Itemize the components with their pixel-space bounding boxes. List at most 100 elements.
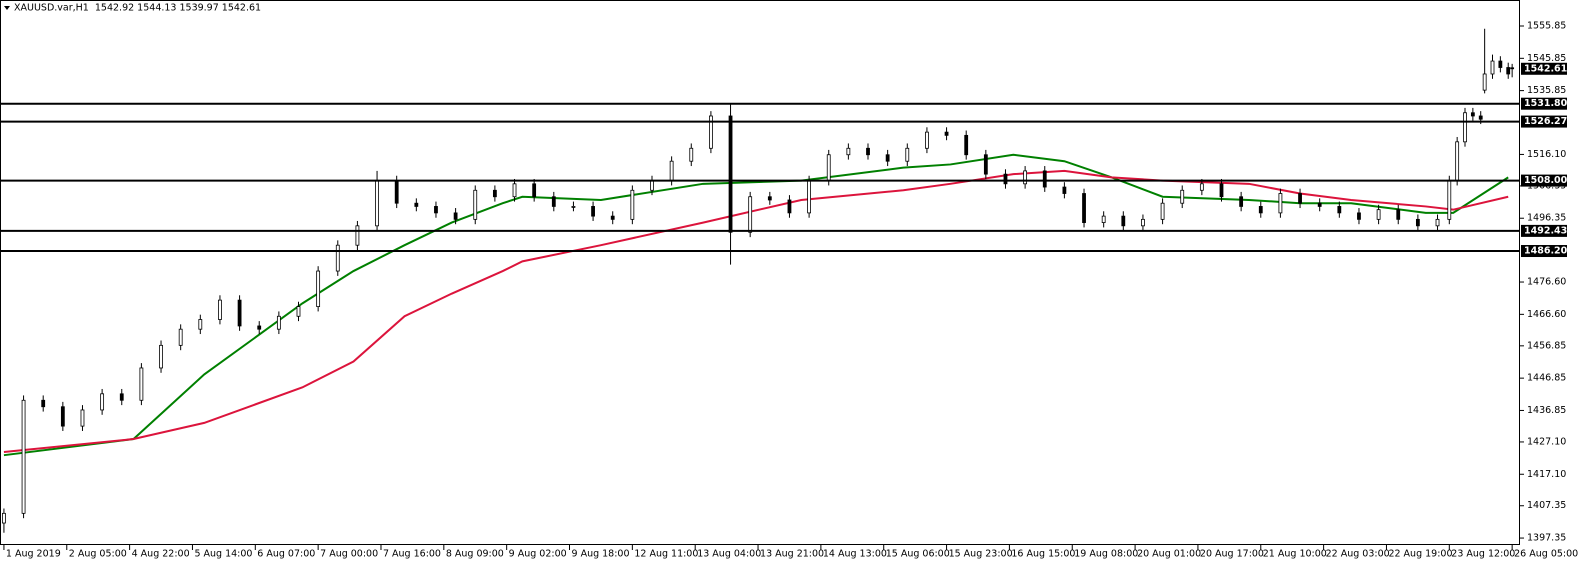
candle-body [1506, 67, 1511, 75]
x-tick-label: 8 Aug 09:00 [446, 549, 504, 560]
candle-body [1082, 193, 1086, 223]
x-tick-label: 14 Aug 13:00 [823, 549, 887, 560]
x-tick-label: 1 Aug 2019 [6, 549, 61, 560]
candle-body [335, 244, 340, 272]
candle-body [650, 180, 654, 191]
candle-body [218, 299, 222, 320]
x-tick-label: 13 Aug 04:00 [697, 549, 761, 560]
candle-body [1101, 215, 1106, 223]
candle-body [21, 399, 26, 514]
candle-body [1180, 189, 1185, 204]
candle-body [1023, 170, 1028, 185]
candle-body [591, 206, 595, 217]
x-tick-label: 12 Aug 11:00 [634, 549, 698, 560]
candle-body [807, 180, 811, 214]
candle-body [532, 183, 537, 198]
candle-body [709, 115, 713, 149]
level-label-box [1521, 97, 1567, 110]
candle-body [414, 202, 419, 207]
y-tick-label: 1496.35 [1527, 213, 1566, 224]
x-tick-label: 15 Aug 06:00 [886, 549, 950, 560]
x-tick-label: 7 Aug 16:00 [383, 549, 441, 560]
candle-body [1121, 215, 1126, 227]
candle-body [610, 215, 615, 220]
x-tick-label: 9 Aug 02:00 [509, 549, 567, 560]
candle-body [1278, 193, 1283, 214]
x-tick-label: 26 Aug 05:00 [1514, 549, 1578, 560]
candle-body [826, 154, 831, 181]
candle-body [119, 393, 124, 401]
x-tick-label: 19 Aug 08:00 [1074, 549, 1138, 560]
y-tick-label: 1436.85 [1527, 405, 1566, 416]
x-tick-label: 6 Aug 07:00 [257, 549, 315, 560]
candle-body [1510, 67, 1515, 70]
moving-average [3, 169, 1509, 453]
candle-body [1498, 60, 1503, 68]
candle-body [1160, 202, 1165, 220]
candle-body [1258, 206, 1263, 214]
y-tick-label: 1555.85 [1527, 21, 1566, 32]
x-tick-label: 5 Aug 14:00 [194, 549, 252, 560]
y-tick-label: 1535.85 [1527, 85, 1566, 96]
candle-body [630, 189, 635, 220]
x-tick-label: 21 Aug 10:00 [1263, 549, 1327, 560]
candle-body [159, 344, 163, 369]
candle-body [394, 180, 399, 204]
y-tick-label: 1407.35 [1527, 500, 1566, 511]
x-tick-label: 7 Aug 00:00 [320, 549, 378, 560]
candle-body [1447, 180, 1452, 220]
candle-body [689, 147, 694, 162]
candle-body [1478, 115, 1483, 120]
x-tick-label: 2 Aug 05:00 [69, 549, 127, 560]
y-tick-label: 1427.10 [1527, 436, 1566, 447]
candle-body [434, 206, 438, 214]
x-tick-label: 4 Aug 22:00 [132, 549, 190, 560]
candle-body [1317, 202, 1322, 207]
level-label-box [1521, 245, 1567, 258]
candle-body [473, 189, 478, 220]
level-label-box [1521, 115, 1567, 128]
x-tick-label: 15 Aug 23:00 [949, 549, 1013, 560]
candle-body [316, 270, 321, 307]
candle-body [905, 147, 910, 162]
level-label-box [1521, 174, 1567, 187]
candle-body [296, 306, 301, 317]
candle-body [41, 399, 46, 408]
candle-body [748, 196, 753, 233]
candle-body [178, 328, 183, 346]
candle-body [1396, 209, 1401, 220]
candle-body [1470, 112, 1475, 117]
x-tick-label: 22 Aug 03:00 [1326, 549, 1390, 560]
candle-body [1239, 196, 1244, 207]
candle-body [1298, 193, 1302, 204]
candle-body [1141, 218, 1145, 227]
candle-body [1455, 141, 1460, 181]
candle-body [846, 147, 851, 156]
candle-body [237, 299, 242, 327]
y-tick-label: 1545.85 [1527, 53, 1566, 64]
candle-body [983, 154, 988, 175]
candle-body [1357, 212, 1361, 220]
y-tick-label: 1456.85 [1527, 340, 1566, 351]
candle-body [100, 393, 105, 411]
x-tick-label: 16 Aug 15:00 [1011, 549, 1075, 560]
candle-body [1337, 206, 1342, 214]
candle-body [1042, 170, 1047, 188]
menu-arrow [4, 6, 10, 10]
candle-body [355, 225, 360, 246]
candle-body [571, 206, 576, 208]
x-tick-label: 22 Aug 19:00 [1388, 549, 1452, 560]
y-tick-label: 1516.10 [1527, 149, 1566, 160]
level-label: 1526.27 [1524, 116, 1567, 127]
candle-body [1219, 183, 1224, 198]
candle-body [198, 319, 203, 330]
candle-body [885, 154, 890, 162]
candle-body [728, 115, 733, 233]
x-tick-label: 20 Aug 17:00 [1200, 549, 1264, 560]
y-tick-label: 1476.60 [1527, 277, 1566, 288]
y-tick-label: 1446.85 [1527, 373, 1566, 384]
candle-body [787, 199, 792, 214]
candle-body [551, 196, 556, 207]
level-label: 1486.20 [1524, 246, 1568, 257]
